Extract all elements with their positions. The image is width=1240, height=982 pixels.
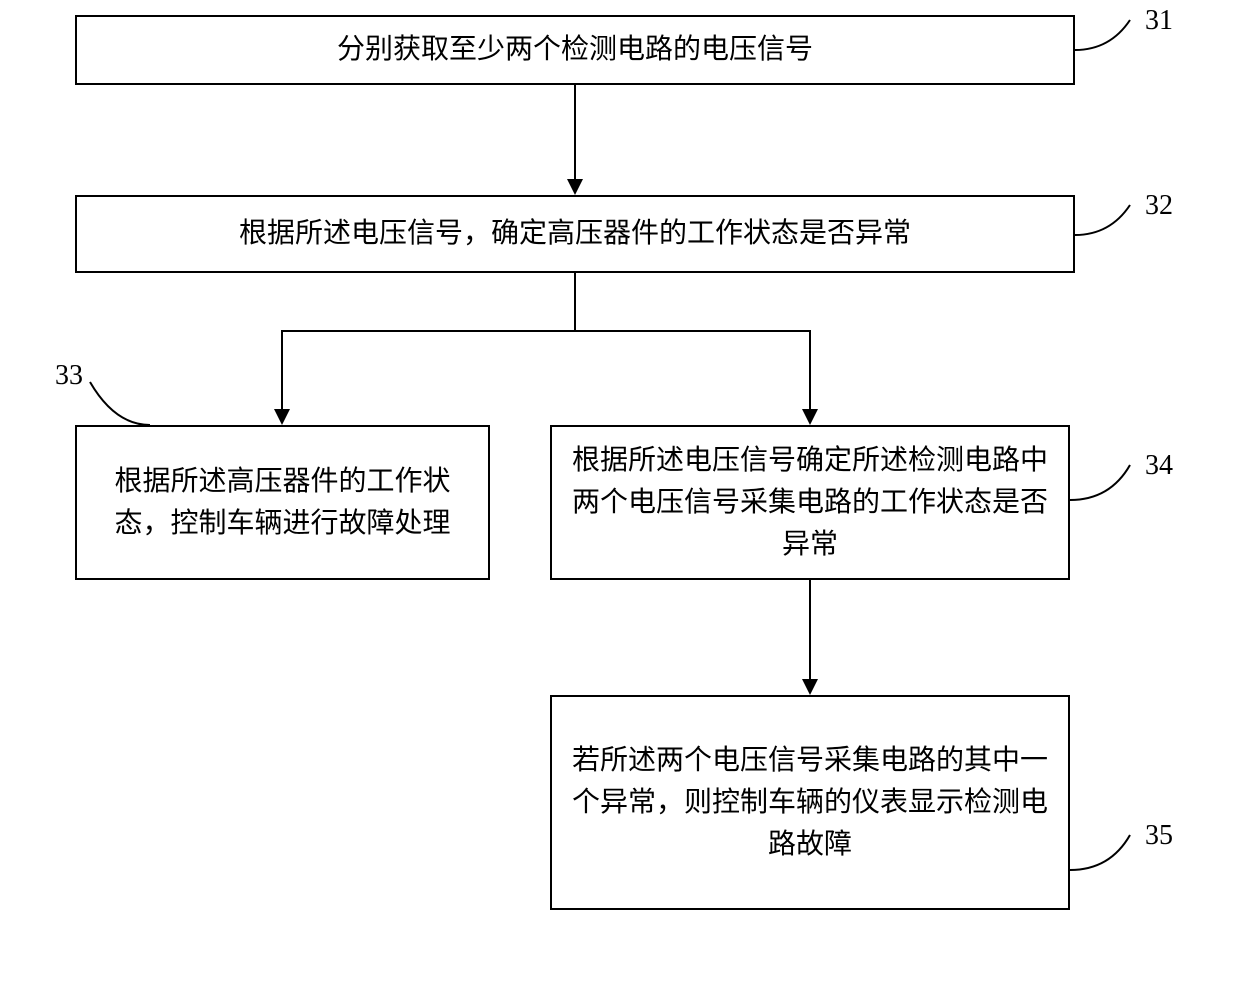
flowchart-node-35: 若所述两个电压信号采集电路的其中一个异常，则控制车辆的仪表显示检测电路故障 <box>550 695 1070 910</box>
flowchart-node-32: 根据所述电压信号，确定高压器件的工作状态是否异常 <box>75 195 1075 273</box>
arrow-head-32-34 <box>802 409 818 425</box>
leader-line-33 <box>85 377 155 427</box>
leader-line-35 <box>1070 830 1145 880</box>
arrow-32-split-v <box>574 273 576 330</box>
arrow-31-32 <box>574 85 576 180</box>
node-text: 若所述两个电压信号采集电路的其中一个异常，则控制车辆的仪表显示检测电路故障 <box>572 740 1048 866</box>
arrow-32-split-h <box>281 330 811 332</box>
leader-line-31 <box>1075 15 1145 65</box>
arrow-32-33-v <box>281 330 283 410</box>
leader-line-34 <box>1070 460 1145 510</box>
leader-line-32 <box>1075 200 1145 250</box>
node-label-32: 32 <box>1145 190 1173 222</box>
flowchart-node-31: 分别获取至少两个检测电路的电压信号 <box>75 15 1075 85</box>
flowchart-node-34: 根据所述电压信号确定所述检测电路中两个电压信号采集电路的工作状态是否异常 <box>550 425 1070 580</box>
node-text: 根据所述高压器件的工作状态，控制车辆进行故障处理 <box>97 461 468 545</box>
node-text: 根据所述电压信号，确定高压器件的工作状态是否异常 <box>239 213 911 255</box>
flowchart-node-33: 根据所述高压器件的工作状态，控制车辆进行故障处理 <box>75 425 490 580</box>
arrow-32-34-v <box>809 330 811 410</box>
node-label-31: 31 <box>1145 5 1173 37</box>
node-label-35: 35 <box>1145 820 1173 852</box>
node-label-33: 33 <box>55 360 83 392</box>
flowchart-container: 分别获取至少两个检测电路的电压信号 31 根据所述电压信号，确定高压器件的工作状… <box>0 0 1240 982</box>
arrow-head-31-32 <box>567 179 583 195</box>
arrow-head-32-33 <box>274 409 290 425</box>
arrow-head-34-35 <box>802 679 818 695</box>
arrow-34-35 <box>809 580 811 680</box>
node-label-34: 34 <box>1145 450 1173 482</box>
node-text: 根据所述电压信号确定所述检测电路中两个电压信号采集电路的工作状态是否异常 <box>572 440 1048 566</box>
node-text: 分别获取至少两个检测电路的电压信号 <box>337 29 813 71</box>
